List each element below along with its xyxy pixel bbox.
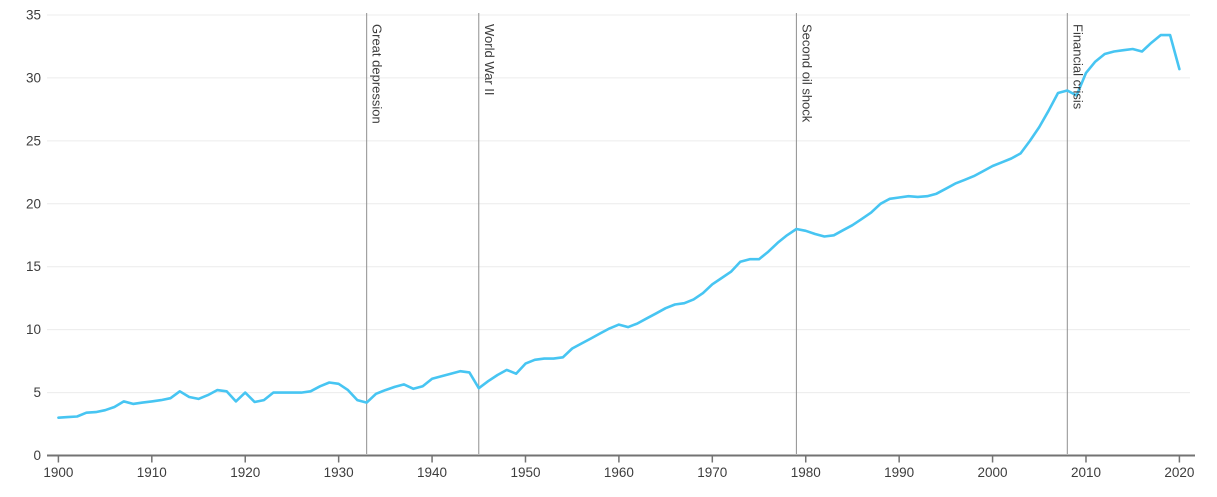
- y-tick-label-0: 0: [33, 448, 41, 463]
- y-tick-label-25: 25: [26, 133, 41, 148]
- x-tick-label-1980: 1980: [791, 465, 821, 480]
- x-tick-label-1950: 1950: [510, 465, 540, 480]
- x-tick-label-1900: 1900: [43, 465, 73, 480]
- x-tick-label-1940: 1940: [417, 465, 447, 480]
- x-tick-label-1990: 1990: [884, 465, 914, 480]
- series-line-value: [57, 33, 1181, 420]
- x-tick-label-1910: 1910: [137, 465, 167, 480]
- event-label-world-war-2: World War II: [481, 24, 497, 96]
- x-tick-label-1930: 1930: [324, 465, 354, 480]
- event-label-financial-crisis: Financial crisis: [1070, 24, 1086, 110]
- x-tick-label-2010: 2010: [1071, 465, 1101, 480]
- x-tick-label-1920: 1920: [230, 465, 260, 480]
- event-label-great-depression: Great depression: [369, 24, 385, 124]
- y-tick-label-15: 15: [26, 259, 41, 274]
- y-tick-label-35: 35: [26, 8, 41, 23]
- y-tick-label-30: 30: [26, 70, 41, 85]
- x-tick-label-1970: 1970: [697, 465, 727, 480]
- y-tick-label-20: 20: [26, 196, 41, 211]
- x-tick-label-2000: 2000: [978, 465, 1008, 480]
- x-tick-label-1960: 1960: [604, 465, 634, 480]
- event-label-second-oil-shock: Second oil shock: [799, 24, 815, 123]
- y-tick-label-10: 10: [26, 322, 41, 337]
- x-tick-label-2020: 2020: [1164, 465, 1194, 480]
- y-tick-label-5: 5: [33, 385, 41, 400]
